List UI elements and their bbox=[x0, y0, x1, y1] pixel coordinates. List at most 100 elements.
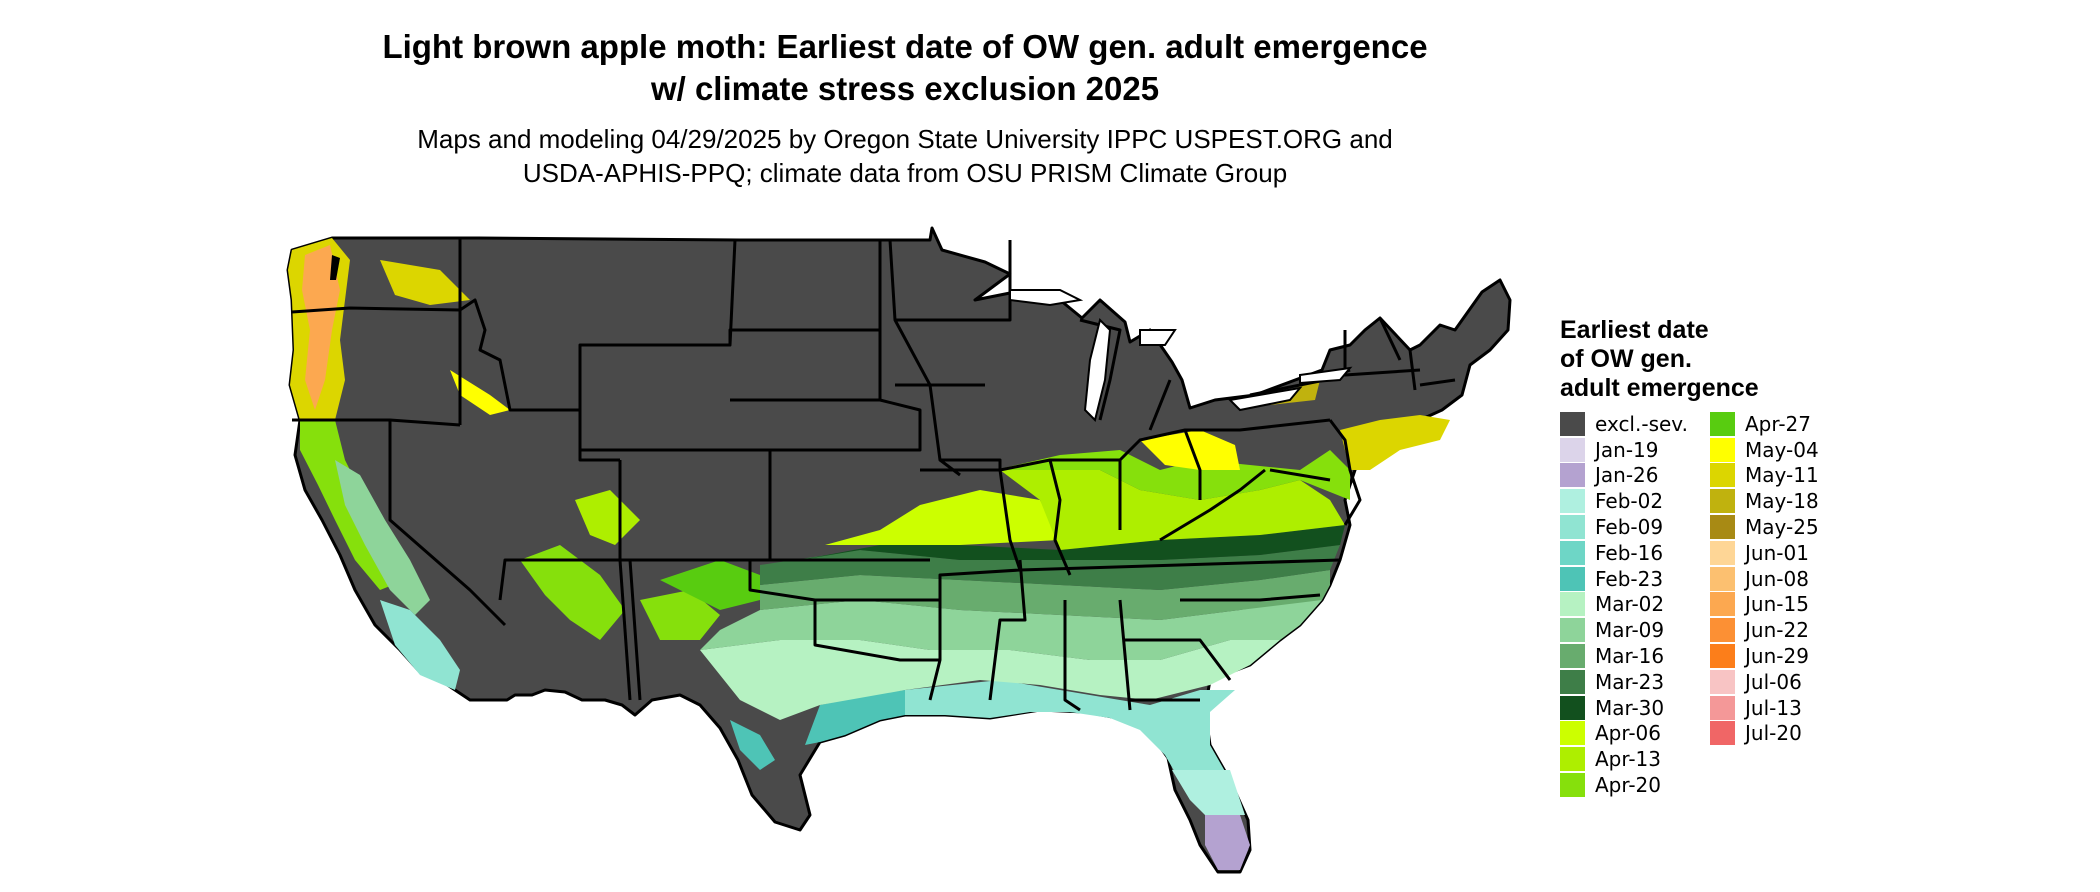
legend-title-line-3: adult emergence bbox=[1560, 374, 1759, 402]
legend-item: Jul-20 bbox=[1710, 721, 1860, 747]
zone-mar-16 bbox=[760, 570, 1330, 620]
legend-label: Jul-20 bbox=[1745, 721, 1802, 746]
legend-item: Feb-23 bbox=[1560, 566, 1710, 592]
legend-item: Apr-13 bbox=[1560, 746, 1710, 772]
legend-column: Apr-27 May-04 May-11 May-18 May-25 Jun-01 Jun-… bbox=[1710, 411, 1860, 798]
legend-label: Jan-19 bbox=[1595, 437, 1659, 462]
legend-item: Jul-13 bbox=[1710, 695, 1860, 721]
legend-label: excl.-sev. bbox=[1595, 411, 1688, 436]
legend-item: Apr-06 bbox=[1560, 721, 1710, 747]
legend-label: May-18 bbox=[1745, 489, 1819, 514]
legend-swatch bbox=[1710, 437, 1735, 462]
legend-label: Jun-29 bbox=[1745, 644, 1809, 669]
legend-swatch bbox=[1560, 695, 1585, 720]
legend-label: Apr-13 bbox=[1595, 747, 1661, 772]
legend-column: excl.-sev. Jan-19 Jan-26 Feb-02 Feb-09 Feb-16… bbox=[1560, 411, 1710, 798]
zone-ca-valley-teal bbox=[335, 460, 430, 615]
zone-mar-23 bbox=[760, 545, 1340, 590]
legend-swatch bbox=[1710, 411, 1735, 436]
legend-label: Apr-20 bbox=[1595, 773, 1661, 798]
legend-label: Jun-15 bbox=[1745, 592, 1809, 617]
legend-swatch bbox=[1560, 773, 1585, 798]
legend-swatch bbox=[1560, 566, 1585, 591]
legend-label: Mar-30 bbox=[1595, 695, 1665, 720]
legend-label: Mar-02 bbox=[1595, 592, 1665, 617]
legend-item: Mar-30 bbox=[1560, 695, 1710, 721]
zone-teal-gulf bbox=[805, 690, 905, 745]
zone-florida-feb bbox=[1172, 770, 1245, 815]
zone-apr-20 bbox=[995, 450, 1350, 500]
legend-swatch bbox=[1710, 489, 1735, 514]
zone-mar-30 bbox=[800, 525, 1345, 560]
legend-label: Mar-16 bbox=[1595, 644, 1665, 669]
legend-item: Mar-02 bbox=[1560, 592, 1710, 618]
legend-item: May-04 bbox=[1710, 437, 1860, 463]
legend-swatch bbox=[1560, 489, 1585, 514]
legend-label: May-11 bbox=[1745, 463, 1819, 488]
map-subtitle-line-2: USDA-APHIS-PPQ; climate data from OSU PR… bbox=[522, 158, 1288, 188]
legend-swatch bbox=[1710, 721, 1735, 746]
legend-label: May-25 bbox=[1745, 515, 1819, 540]
zone-florida-jan bbox=[1205, 815, 1250, 870]
legend-swatch bbox=[1710, 695, 1735, 720]
map-subtitle-line-1: Maps and modeling 04/29/2025 by Oregon S… bbox=[417, 124, 1393, 154]
legend-item: Mar-23 bbox=[1560, 669, 1710, 695]
legend-swatch bbox=[1560, 463, 1585, 488]
legend-item: May-18 bbox=[1710, 488, 1860, 514]
map-subtitle: Maps and modeling 04/29/2025 by Oregon S… bbox=[260, 122, 1550, 190]
legend-label: Jun-08 bbox=[1745, 566, 1809, 591]
zone-oregon-yellow bbox=[450, 370, 510, 415]
legend-title: Earliest date of OW gen. adult emergence bbox=[1560, 316, 1860, 403]
legend-swatch bbox=[1560, 644, 1585, 669]
legend: Earliest date of OW gen. adult emergence… bbox=[1560, 316, 1860, 798]
legend-swatch bbox=[1710, 463, 1735, 488]
state-boundaries bbox=[291, 238, 1456, 712]
zone-tx-south-teal bbox=[730, 720, 775, 770]
legend-item: May-11 bbox=[1710, 463, 1860, 489]
zone-sw-green-1 bbox=[520, 545, 625, 640]
legend-label: Apr-06 bbox=[1595, 721, 1661, 746]
legend-swatch bbox=[1710, 540, 1735, 565]
legend-label: Feb-02 bbox=[1595, 489, 1664, 514]
legend-item: Jun-22 bbox=[1710, 617, 1860, 643]
zone-nm-green bbox=[640, 590, 720, 640]
legend-item: Feb-16 bbox=[1560, 540, 1710, 566]
legend-columns: excl.-sev. Jan-19 Jan-26 Feb-02 Feb-09 Feb-16… bbox=[1560, 411, 1860, 798]
legend-swatch bbox=[1710, 618, 1735, 643]
zone-tx-green bbox=[660, 560, 760, 610]
legend-swatch bbox=[1560, 411, 1585, 436]
zone-apr-06 bbox=[825, 490, 1060, 545]
legend-swatch bbox=[1560, 540, 1585, 565]
legend-swatch bbox=[1560, 669, 1585, 694]
emergence-zones bbox=[288, 238, 1450, 870]
legend-label: Jul-13 bbox=[1745, 695, 1802, 720]
legend-item: Jun-01 bbox=[1710, 540, 1860, 566]
legend-title-line-2: of OW gen. bbox=[1560, 345, 1692, 373]
zone-may-11-ne bbox=[1340, 415, 1450, 470]
legend-item: Jun-08 bbox=[1710, 566, 1860, 592]
legend-item: Jun-29 bbox=[1710, 643, 1860, 669]
legend-title-line-1: Earliest date bbox=[1560, 316, 1709, 344]
zone-mar-09 bbox=[700, 600, 1322, 660]
legend-label: Jun-01 bbox=[1745, 540, 1809, 565]
legend-swatch bbox=[1710, 669, 1735, 694]
zone-apr-13 bbox=[1000, 470, 1345, 550]
legend-item: Jul-06 bbox=[1710, 669, 1860, 695]
legend-item: May-25 bbox=[1710, 514, 1860, 540]
puget-sound bbox=[330, 255, 340, 280]
legend-item: Jan-19 bbox=[1560, 437, 1710, 463]
legend-swatch bbox=[1560, 592, 1585, 617]
legend-swatch bbox=[1710, 592, 1735, 617]
legend-swatch bbox=[1710, 566, 1735, 591]
legend-item: Feb-09 bbox=[1560, 514, 1710, 540]
legend-item: Apr-27 bbox=[1710, 411, 1860, 437]
legend-label: Mar-23 bbox=[1595, 669, 1665, 694]
legend-label: Jan-26 bbox=[1595, 463, 1659, 488]
legend-item: Mar-09 bbox=[1560, 617, 1710, 643]
great-lakes bbox=[1009, 289, 1353, 422]
legend-swatch bbox=[1710, 515, 1735, 540]
legend-swatch bbox=[1560, 618, 1585, 643]
legend-swatch bbox=[1560, 515, 1585, 540]
legend-swatch bbox=[1560, 747, 1585, 772]
zone-feb-band bbox=[905, 680, 1240, 810]
